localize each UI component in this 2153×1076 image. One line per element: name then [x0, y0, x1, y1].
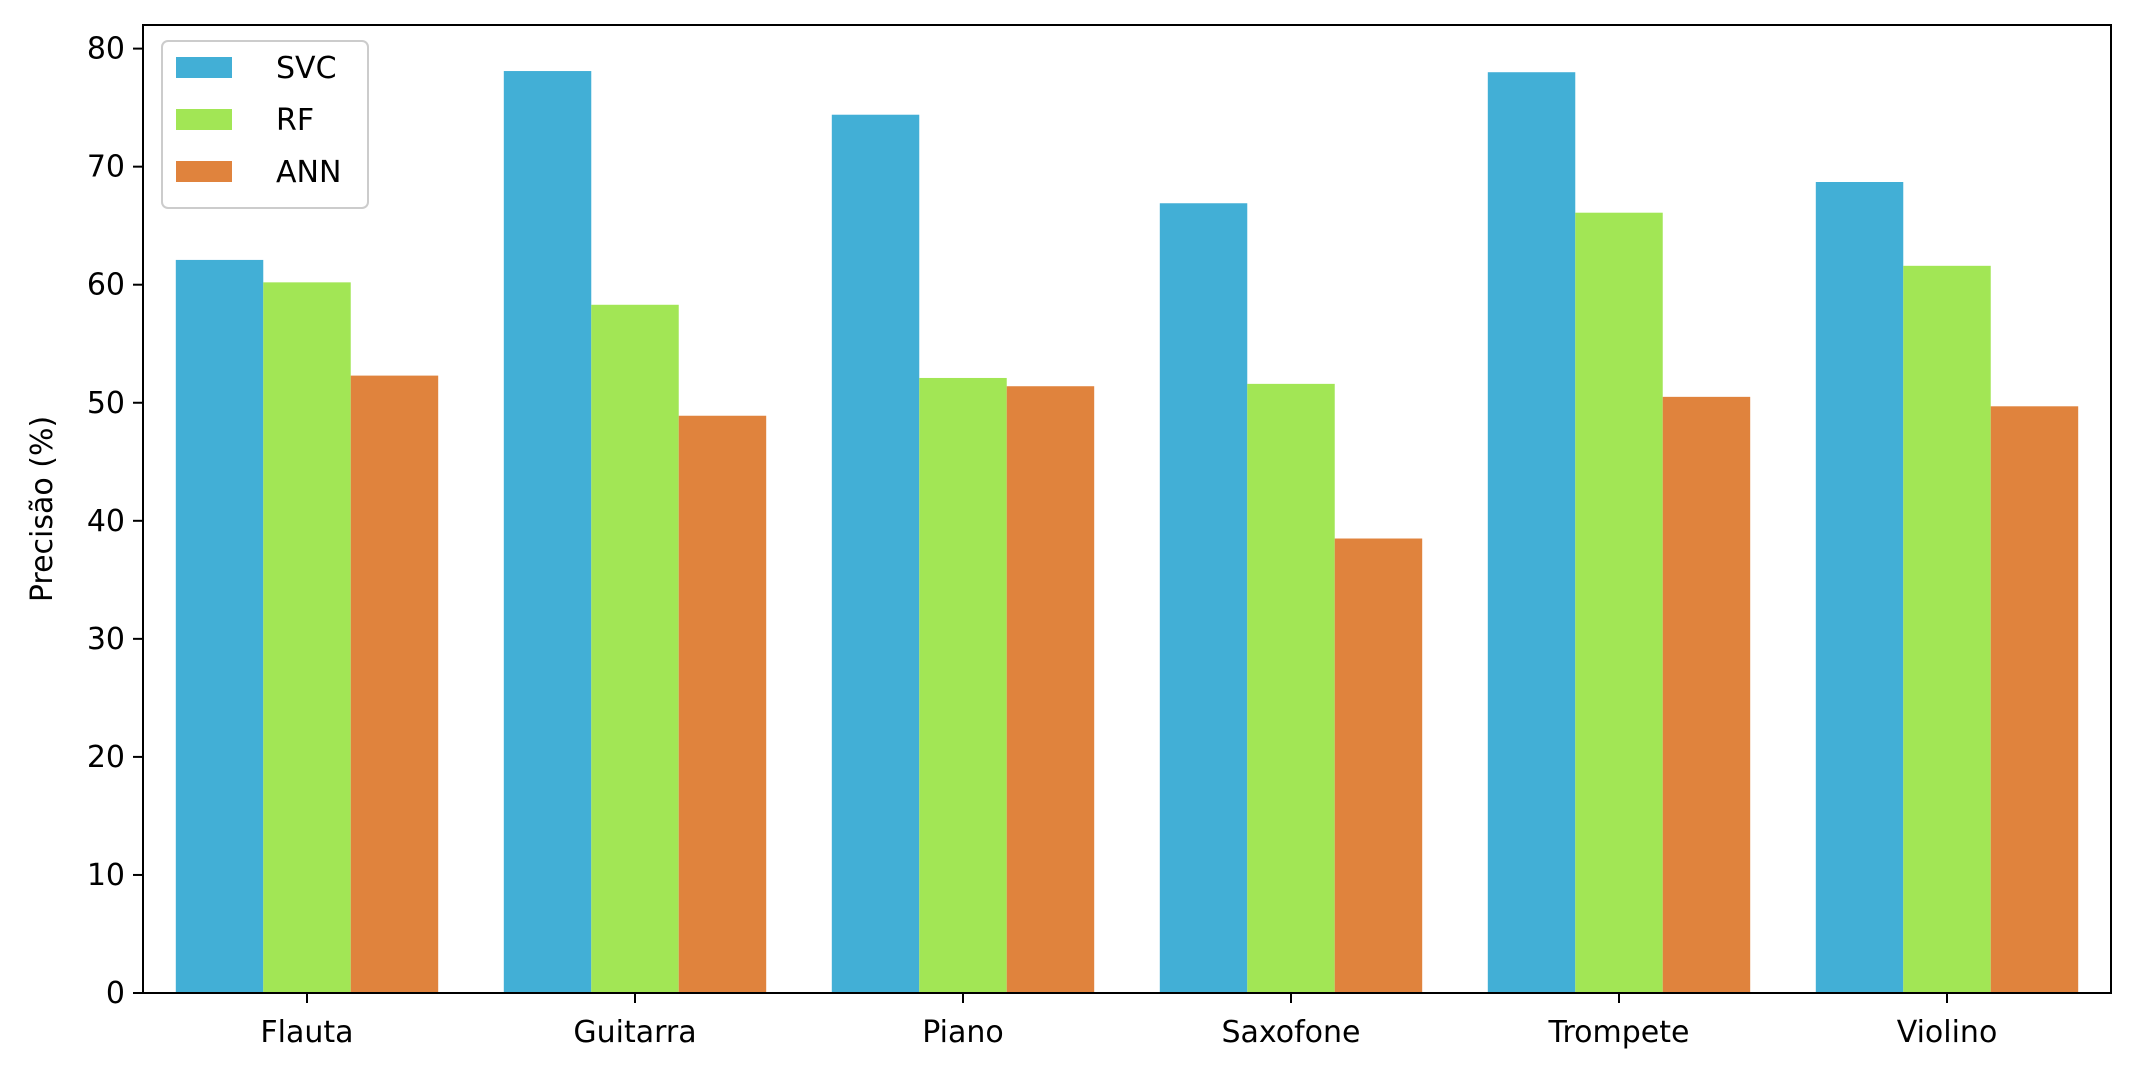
bar-svc-saxofone — [1159, 203, 1248, 993]
x-tick-label: Piano — [922, 1015, 1004, 1050]
y-tick-label: 20 — [87, 740, 125, 775]
bars-group — [175, 71, 2079, 994]
bar-rf-violino — [1903, 265, 1991, 993]
legend-label-ann: ANN — [276, 155, 341, 190]
bar-rf-guitarra — [591, 304, 679, 993]
bar-ann-violino — [1990, 406, 2079, 993]
bar-rf-flauta — [263, 282, 351, 994]
bar-ann-saxofone — [1334, 538, 1423, 993]
plot-frame — [142, 24, 2112, 994]
y-tick-label: 0 — [106, 976, 125, 1011]
bar-rf-trompete — [1575, 212, 1663, 993]
bar-ann-guitarra — [678, 415, 767, 993]
y-tick-label: 40 — [87, 504, 125, 539]
y-tick-label: 50 — [87, 386, 125, 421]
bar-ann-piano — [1006, 386, 1095, 994]
x-tick-label: Saxofone — [1222, 1015, 1361, 1050]
legend-swatch-ann — [176, 161, 232, 182]
bar-svc-piano — [831, 114, 920, 994]
legend-swatch-svc — [176, 57, 232, 78]
y-tick-label: 10 — [87, 858, 125, 893]
legend-swatch-rf — [176, 109, 232, 130]
legend-label-svc: SVC — [276, 51, 337, 86]
bar-svc-violino — [1815, 182, 1904, 993]
legend: SVC RF ANN — [161, 40, 369, 209]
bar-rf-piano — [919, 377, 1007, 994]
x-tick-label: Flauta — [260, 1015, 353, 1050]
x-tick-label: Trompete — [1548, 1015, 1690, 1050]
y-tick-label: 70 — [87, 150, 125, 185]
bar-ann-flauta — [350, 375, 439, 994]
y-axis: 0 10 20 30 40 50 60 70 80 — [87, 32, 143, 1011]
y-tick-label: 60 — [87, 268, 125, 303]
y-tick-label: 80 — [87, 32, 125, 67]
y-axis-title: Precisão (%) — [25, 416, 60, 602]
x-tick-label: Guitarra — [573, 1015, 696, 1050]
y-tick-label: 30 — [87, 622, 125, 657]
bar-ann-trompete — [1662, 396, 1751, 994]
x-axis: Flauta Guitarra Piano Saxofone Trompete Violi… — [260, 993, 1997, 1050]
bar-svc-trompete — [1487, 72, 1576, 994]
bar-svc-guitarra — [503, 71, 592, 994]
bar-svc-flauta — [175, 259, 264, 993]
bar-rf-saxofone — [1247, 383, 1335, 993]
x-tick-label: Violino — [1897, 1015, 1998, 1050]
legend-label-rf: RF — [276, 103, 314, 138]
